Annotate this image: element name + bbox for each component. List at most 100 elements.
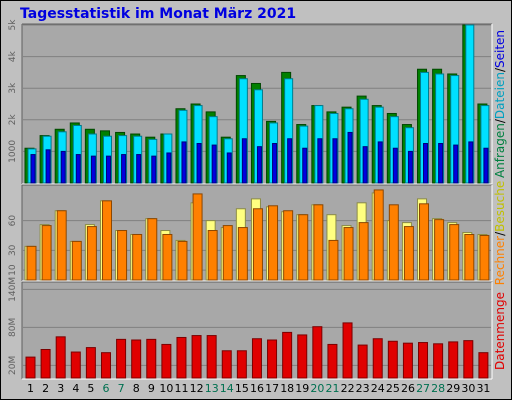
right-label-traffic: Datenmenge	[493, 292, 507, 370]
seiten-bar	[45, 149, 51, 184]
x-tick-label: 1	[27, 382, 34, 395]
requests-tick-label: 1000	[8, 140, 18, 163]
datenmenge-bar	[478, 352, 489, 379]
traffic-tick-label: 80M	[8, 318, 18, 337]
datenmenge-bar	[176, 336, 187, 379]
seiten-bar	[377, 141, 383, 184]
x-tick-label: 18	[280, 382, 294, 395]
x-tick-label: 25	[386, 382, 400, 395]
rechner-bar	[434, 219, 445, 281]
seiten-bar	[105, 155, 111, 184]
rechner-bar	[403, 226, 414, 281]
seiten-bar	[272, 143, 278, 184]
rechner-bar	[358, 222, 369, 281]
x-tick-label: 3	[57, 382, 64, 395]
rechner-bar	[479, 234, 490, 281]
x-tick-label: 14	[220, 382, 234, 395]
requests-tick-label: 5k	[8, 19, 18, 31]
datenmenge-bar	[191, 335, 202, 379]
rechner-bar	[283, 210, 294, 281]
datenmenge-bar	[116, 338, 127, 379]
datenmenge-bar	[387, 340, 398, 379]
seiten-bar	[453, 144, 459, 184]
x-tick-label: 5	[87, 382, 94, 395]
seiten-bar	[136, 154, 142, 184]
x-tick-label: 20	[310, 382, 324, 395]
datenmenge-bar	[372, 338, 383, 379]
traffic-tick-label: 20M	[8, 356, 18, 375]
x-tick-label: 21	[325, 382, 339, 395]
rechner-bar	[41, 225, 52, 281]
datenmenge-bar	[433, 343, 444, 379]
x-axis-labels: 1 2 3 4 5 6 7 8 9 10 11 12 13 14 15 16 17 18 19 20 21 22 23 24 2…	[27, 382, 490, 395]
seiten-bar	[241, 138, 247, 184]
right-label-visits: Rechner/Besuche	[493, 181, 507, 285]
rechner-bar	[268, 205, 279, 281]
rechner-bar	[449, 224, 460, 281]
seiten-bar	[468, 141, 474, 184]
x-tick-label: 4	[72, 382, 79, 395]
datenmenge-bar	[236, 350, 247, 379]
datenmenge-bar	[55, 336, 66, 379]
requests-tick-label: 2k	[8, 114, 18, 126]
datenmenge-bar	[327, 343, 338, 379]
rechner-bar	[207, 230, 218, 281]
x-tick-label: 31	[476, 382, 490, 395]
right-label-visits-part: /	[493, 231, 507, 236]
rechner-bar	[132, 233, 143, 281]
datenmenge-bar	[357, 344, 368, 379]
right-label-visits-part: Besuche	[493, 181, 507, 232]
x-tick-label: 7	[118, 382, 125, 395]
datenmenge-bar	[282, 331, 293, 379]
visits-tick-label: 30	[8, 244, 18, 256]
x-tick-label: 22	[341, 382, 355, 395]
seiten-bar	[362, 146, 368, 184]
datenmenge-bar	[251, 338, 262, 379]
datenmenge-bar	[342, 322, 353, 379]
seiten-bar	[332, 138, 338, 184]
rechner-bar	[237, 227, 248, 281]
x-tick-label: 16	[250, 382, 264, 395]
visits-tick-label: 10	[8, 264, 18, 276]
rechner-bar	[162, 233, 173, 281]
right-label-requests-part: /	[493, 118, 507, 123]
rechner-bar	[26, 245, 37, 281]
x-tick-label: 19	[295, 382, 309, 395]
datenmenge-bar	[463, 340, 474, 379]
seiten-bar	[317, 138, 323, 184]
datenmenge-bar	[100, 352, 111, 379]
datenmenge-bar	[418, 342, 429, 379]
x-tick-label: 17	[265, 382, 279, 395]
rechner-bar	[298, 214, 309, 281]
rechner-bar	[373, 189, 384, 281]
datenmenge-bar	[221, 350, 232, 379]
x-tick-label: 10	[159, 382, 173, 395]
x-tick-label: 23	[356, 382, 370, 395]
seiten-bar	[30, 154, 36, 184]
x-tick-label: 28	[431, 382, 445, 395]
seiten-bar	[256, 146, 262, 184]
datenmenge-bar	[312, 326, 323, 379]
rechner-bar	[419, 203, 430, 281]
seiten-bar	[407, 150, 413, 184]
seiten-bar	[181, 141, 187, 184]
right-label-traffic-part: Datenmenge	[493, 292, 507, 370]
traffic-tick-label: 140M	[8, 277, 18, 302]
rechner-bar	[71, 240, 82, 281]
seiten-bar	[347, 131, 353, 184]
rechner-bar	[313, 204, 324, 281]
rechner-bar	[343, 227, 354, 281]
x-tick-label: 9	[148, 382, 155, 395]
right-label-requests-part: Anfragen	[493, 123, 507, 178]
rechner-bar	[56, 210, 67, 281]
seiten-bar	[483, 147, 489, 184]
seiten-bar	[423, 143, 429, 184]
visits-tick-label: 60	[8, 215, 18, 227]
x-tick-label: 29	[446, 382, 460, 395]
x-tick-label: 11	[175, 382, 189, 395]
datenmenge-bar	[146, 338, 157, 379]
seiten-bar	[75, 154, 81, 184]
rechner-bar	[388, 204, 399, 281]
x-tick-label: 13	[205, 382, 219, 395]
